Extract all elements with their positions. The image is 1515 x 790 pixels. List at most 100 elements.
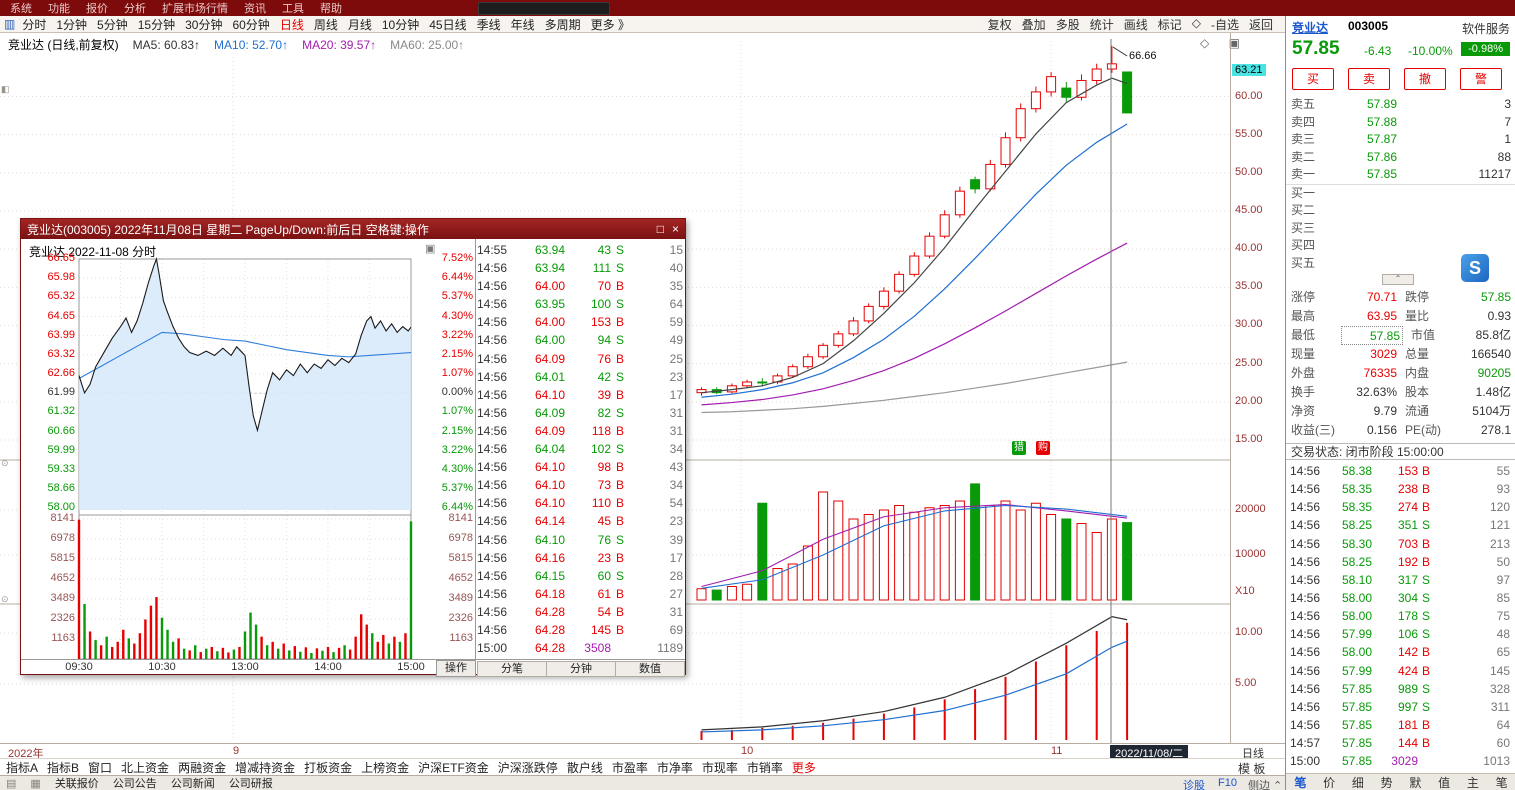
order-book-row[interactable]: 买二 <box>1286 202 1515 220</box>
indicator-tab-more[interactable]: 更多 <box>791 760 816 775</box>
toolbar-button[interactable]: 画线 <box>1123 17 1148 32</box>
side-panel-toggle[interactable]: 侧边 ⌃ <box>1248 780 1283 790</box>
quote-tab-细[interactable]: 细 <box>1351 776 1364 790</box>
indicator-tab-散户线[interactable]: 散户线 <box>566 760 603 775</box>
period-button[interactable]: 1分钟 <box>56 17 88 32</box>
collapse-arrow[interactable]: ⌃ <box>1382 274 1414 285</box>
indicator-tab-市现率[interactable]: 市现率 <box>701 760 738 775</box>
order-book-row[interactable]: 买三 <box>1286 220 1515 238</box>
indicator-tab-沪深涨跌停[interactable]: 沪深涨跌停 <box>497 760 558 775</box>
status-icon[interactable]: ▤ <box>6 777 17 790</box>
trade-button-撤[interactable]: 撤 <box>1404 68 1446 90</box>
broker-logo-icon[interactable]: S <box>1461 254 1489 282</box>
toolbar-button[interactable]: 叠加 <box>1021 17 1046 32</box>
menu-item[interactable]: 工具 <box>282 3 304 15</box>
indicator-tab-窗口[interactable]: 窗口 <box>88 760 113 775</box>
period-button[interactable]: 季线 <box>476 17 501 32</box>
quote-tab-主[interactable]: 主 <box>1466 776 1479 790</box>
status-item-公司公告[interactable]: 公司公告 <box>112 778 157 790</box>
order-book-row[interactable]: 卖一 57.85 11217 <box>1286 166 1515 184</box>
period-button[interactable]: 30分钟 <box>185 17 223 32</box>
menu-item[interactable]: 系统 <box>10 3 32 15</box>
status-item-公司研报[interactable]: 公司研报 <box>228 778 273 790</box>
period-button[interactable]: 5分钟 <box>97 17 128 32</box>
industry-link[interactable]: 软件服务 <box>1461 22 1510 36</box>
indicator-tab-指标B[interactable]: 指标B <box>47 760 80 775</box>
menu-item[interactable]: 分析 <box>124 3 146 15</box>
period-button[interactable]: 月线 <box>347 17 372 32</box>
trade-button-买[interactable]: 买 <box>1292 68 1334 90</box>
trade-button-警[interactable]: 警 <box>1460 68 1502 90</box>
status-link-诊股[interactable]: 诊股 <box>1183 780 1205 790</box>
order-book-row[interactable]: 卖三 57.87 1 <box>1286 131 1515 149</box>
period-button[interactable]: 分时 <box>22 17 47 32</box>
period-button[interactable]: 年线 <box>510 17 535 32</box>
indicator-tab-打板资金[interactable]: 打板资金 <box>304 760 353 775</box>
period-button[interactable]: 10分钟 <box>381 17 420 32</box>
period-button[interactable]: 日线 <box>279 17 304 32</box>
indicator-tab-两融资金[interactable]: 两融资金 <box>178 760 227 775</box>
symbol-search-input[interactable] <box>478 1 610 15</box>
indicator-tab-市销率[interactable]: 市销率 <box>746 760 783 775</box>
popup-tab-分钟[interactable]: 分钟 <box>547 661 616 677</box>
popup-maximize-icon[interactable]: □ <box>656 222 664 236</box>
left-edge-icon[interactable]: ⊙ <box>1 458 9 468</box>
layout-icon[interactable]: ▥ <box>4 17 16 31</box>
menu-item[interactable]: 帮助 <box>320 3 342 15</box>
indicator-tab-市盈率[interactable]: 市盈率 <box>611 760 648 775</box>
toolbar-button[interactable]: 统计 <box>1089 17 1114 32</box>
popup-page-icon[interactable]: ▣ <box>425 243 436 255</box>
toolbar-button[interactable]: 返回 <box>1248 17 1273 32</box>
menu-item[interactable]: 资讯 <box>244 3 266 15</box>
period-button[interactable]: 60分钟 <box>232 17 270 32</box>
toolbar-button[interactable]: 标记 <box>1157 17 1182 32</box>
menu-item[interactable]: 功能 <box>48 3 70 15</box>
template-button[interactable]: 模 板 <box>1238 762 1266 776</box>
status-icon[interactable]: ▦ <box>30 777 41 790</box>
period-button[interactable]: 45日线 <box>429 17 467 32</box>
indicator-tab-上榜资金[interactable]: 上榜资金 <box>361 760 410 775</box>
quote-tab-值[interactable]: 值 <box>1438 776 1451 790</box>
stock-name-link[interactable]: 竞业达 <box>1292 21 1329 35</box>
tick-trade-list[interactable]: 14:56 58.38 153 B 55 14:56 58.35 238 B 93 14:56 58.… <box>1286 462 1515 770</box>
period-button[interactable]: 15分钟 <box>137 17 176 32</box>
popup-close-icon[interactable]: × <box>671 222 679 236</box>
indicator-tab-增减持资金[interactable]: 增减持资金 <box>235 760 296 775</box>
status-link-F10[interactable]: F10 <box>1218 777 1237 789</box>
popup-intraday-canvas[interactable] <box>21 239 477 663</box>
indicator-tab-北上资金[interactable]: 北上资金 <box>121 760 170 775</box>
order-book-row[interactable]: 买一 <box>1286 185 1515 203</box>
period-button[interactable]: 更多 》 <box>590 17 630 32</box>
left-edge-icon[interactable]: ⊙ <box>1 594 9 604</box>
quote-tab-笔[interactable]: 笔 <box>1294 776 1307 790</box>
status-item-关联报价[interactable]: 关联报价 <box>54 778 99 790</box>
period-button[interactable]: 周线 <box>313 17 338 32</box>
order-book-row[interactable]: 买四 <box>1286 237 1515 255</box>
toolbar-button[interactable]: 多股 <box>1055 17 1080 32</box>
order-book-row[interactable]: 卖五 57.89 3 <box>1286 96 1515 114</box>
indicator-tab-指标A[interactable]: 指标A <box>6 760 39 775</box>
toolbar-button[interactable]: -自选 <box>1210 17 1239 32</box>
popup-tick-list[interactable]: 14:55 63.94 43 S 15 14:56 63.94 111 S 40 14:56 64.0… <box>477 241 685 657</box>
popup-titlebar[interactable]: 竞业达(003005) 2022年11月08日 星期二 PageUp/Down:… <box>21 219 685 239</box>
order-book-row[interactable]: 卖二 57.86 88 <box>1286 149 1515 167</box>
quote-tab-势[interactable]: 势 <box>1380 776 1393 790</box>
popup-action-button[interactable]: 操作 <box>436 660 476 677</box>
trade-button-卖[interactable]: 卖 <box>1348 68 1390 90</box>
menu-item[interactable]: 扩展市场行情 <box>162 3 228 15</box>
popup-tab-数值[interactable]: 数值 <box>616 661 685 677</box>
indicator-tab-市净率[interactable]: 市净率 <box>656 760 693 775</box>
menu-item[interactable]: 报价 <box>86 3 108 15</box>
indicator-tab-沪深ETF资金[interactable]: 沪深ETF资金 <box>418 760 489 775</box>
order-book-row[interactable]: 买五 <box>1286 255 1515 273</box>
popup-tab-分笔[interactable]: 分笔 <box>477 661 547 677</box>
quote-tab-价[interactable]: 价 <box>1323 776 1336 790</box>
period-button[interactable]: 多周期 <box>544 17 581 32</box>
chart-corner-icons[interactable]: ◇ ▣ <box>1200 36 1248 50</box>
order-book-row[interactable]: 卖四 57.88 7 <box>1286 114 1515 132</box>
toolbar-button[interactable]: 复权 <box>987 17 1012 32</box>
quote-tab-笔[interactable]: 笔 <box>1495 776 1508 790</box>
quote-tab-默[interactable]: 默 <box>1409 776 1422 790</box>
status-item-公司新闻[interactable]: 公司新闻 <box>170 778 215 790</box>
order-book[interactable]: 卖五 57.89 3 卖四 57.88 7 卖三 57.87 1 卖二 57.86 88 卖一 57.85… <box>1286 96 1515 272</box>
